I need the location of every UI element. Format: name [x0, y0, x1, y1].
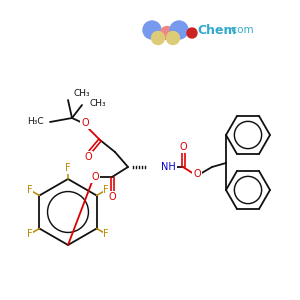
Circle shape	[170, 21, 188, 39]
Circle shape	[160, 26, 173, 40]
Text: O: O	[179, 142, 187, 152]
Text: O: O	[84, 152, 92, 162]
Text: F: F	[65, 163, 71, 173]
Text: F: F	[103, 229, 109, 239]
Text: CH₃: CH₃	[73, 89, 90, 98]
Circle shape	[152, 32, 164, 44]
Text: O: O	[108, 192, 116, 202]
Text: O: O	[81, 118, 89, 128]
Text: F: F	[27, 185, 33, 195]
Circle shape	[187, 28, 197, 38]
Circle shape	[143, 21, 161, 39]
Text: H₃C: H₃C	[27, 118, 44, 127]
Circle shape	[167, 32, 179, 44]
Text: O: O	[193, 169, 201, 179]
Text: .com: .com	[229, 25, 255, 35]
Text: F: F	[27, 229, 33, 239]
Text: NH: NH	[161, 162, 176, 172]
Text: O: O	[91, 172, 99, 182]
Text: Chem: Chem	[197, 23, 236, 37]
Text: F: F	[103, 185, 109, 195]
Text: CH₃: CH₃	[90, 98, 106, 107]
